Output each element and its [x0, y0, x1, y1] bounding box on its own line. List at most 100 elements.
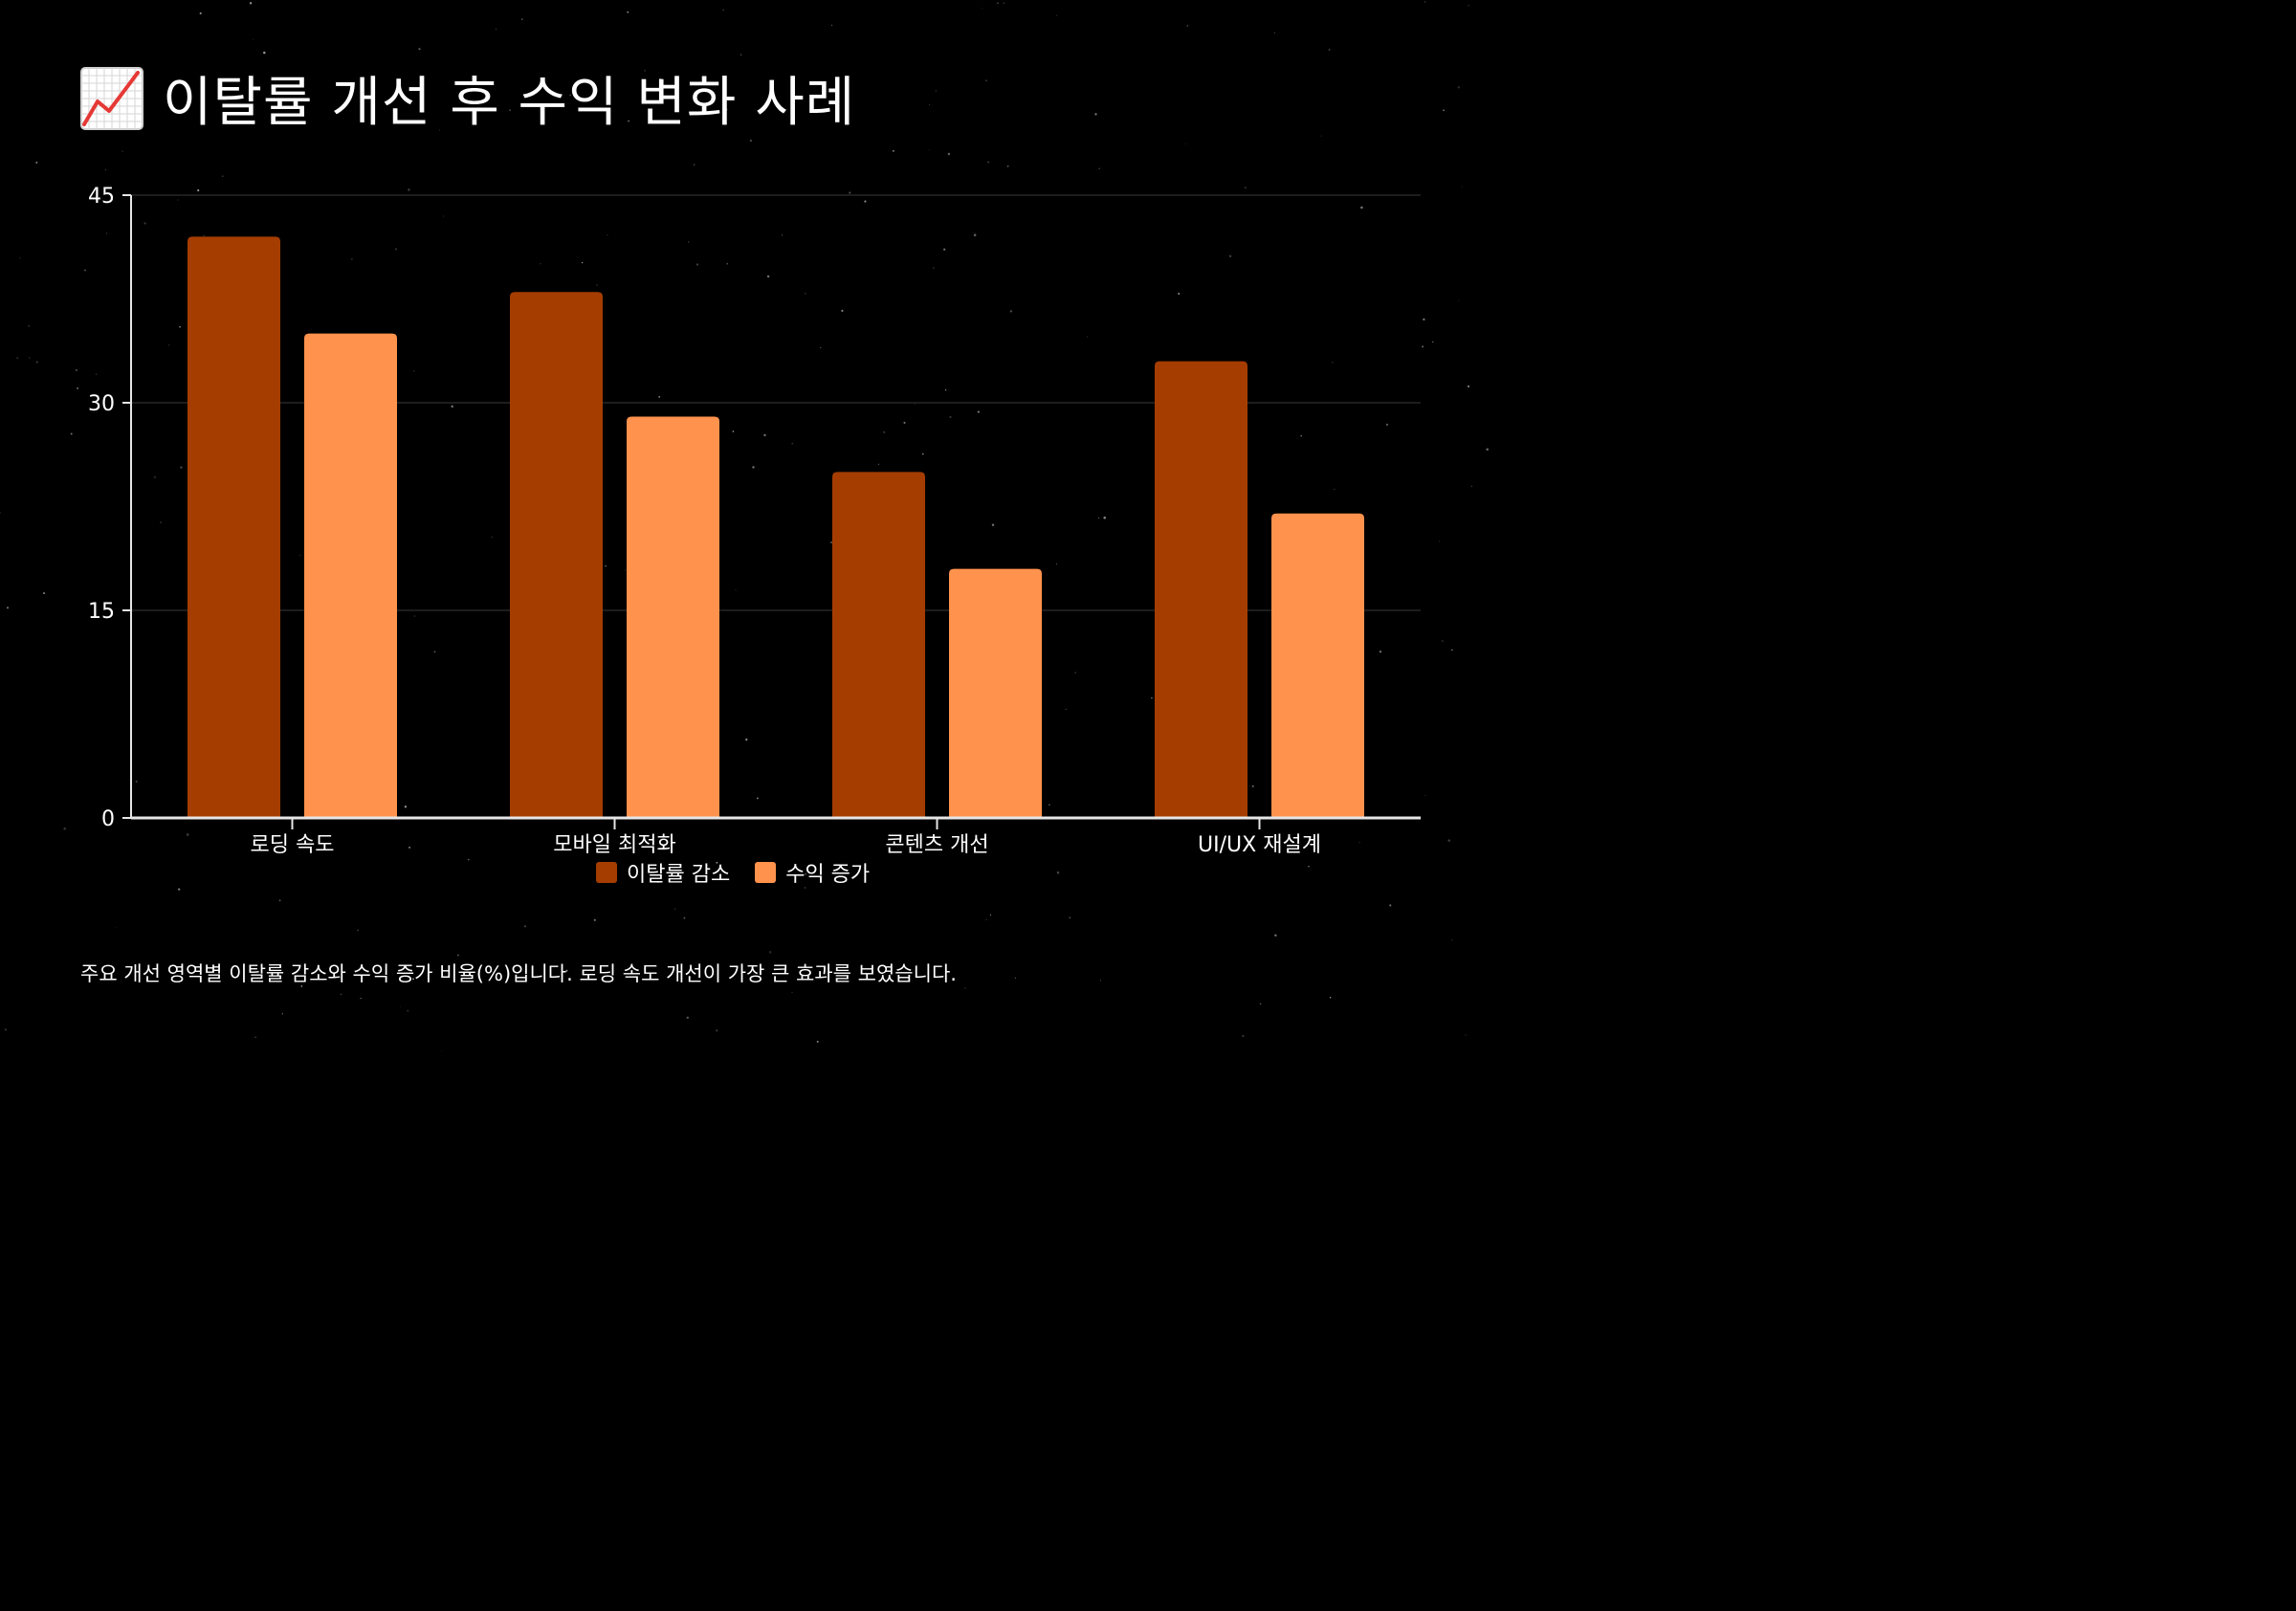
star-speck	[1360, 206, 1363, 210]
star-speck	[418, 48, 421, 51]
bar-series-1-2	[510, 292, 603, 818]
star-speck	[178, 888, 181, 891]
star-speck	[404, 806, 408, 808]
star-speck	[628, 120, 630, 122]
star-speck	[686, 1016, 689, 1020]
star-speck	[300, 984, 303, 987]
star-speck	[438, 129, 440, 131]
star-speck	[249, 2, 253, 5]
star-speck	[627, 11, 629, 13]
star-speck	[180, 466, 183, 469]
x-tick-label: UI/UX 재설계	[1198, 833, 1321, 857]
star-speck	[19, 257, 21, 259]
star-speck	[399, 1005, 401, 1007]
legend-label-series-1: 이탈률 감소	[627, 863, 731, 887]
star-speck	[360, 997, 362, 1000]
star-speck	[643, 968, 645, 970]
star-speck	[864, 200, 867, 203]
star-speck	[732, 430, 735, 432]
star-speck	[716, 861, 718, 864]
star-speck	[1424, 1, 1426, 3]
legend-swatch-series-2	[755, 862, 777, 883]
star-speck	[441, 1049, 443, 1051]
y-tick-label: 0	[101, 807, 115, 831]
star-speck	[892, 149, 894, 152]
star-speck	[688, 976, 691, 979]
star-speck	[168, 344, 170, 346]
star-speck	[878, 463, 879, 465]
star-speck	[921, 452, 924, 455]
star-speck	[985, 79, 987, 82]
star-speck	[1242, 1034, 1245, 1037]
star-speck	[408, 188, 410, 191]
star-speck	[491, 536, 493, 538]
star-speck	[1069, 916, 1071, 919]
star-speck	[569, 94, 571, 97]
star-speck	[820, 346, 822, 348]
star-speck	[1431, 341, 1434, 343]
star-speck	[605, 564, 607, 567]
star-speck	[1423, 318, 1425, 321]
star-speck	[1308, 866, 1310, 868]
star-speck	[1458, 299, 1460, 301]
star-speck	[929, 103, 930, 105]
star-speck	[456, 954, 459, 957]
star-speck	[222, 175, 224, 177]
chart-caption: 주요 개선 영역별 이탈률 감소와 수익 증가 비율(%)입니다. 로딩 속도 …	[80, 962, 957, 985]
star-speck	[915, 404, 916, 406]
star-speck	[849, 191, 851, 194]
star-speck	[745, 738, 748, 741]
bar-series-2-4	[1271, 513, 1364, 818]
y-tick-label: 45	[88, 185, 115, 209]
star-speck	[1074, 672, 1076, 673]
chart-legend: 이탈률 감소 수익 증가	[596, 857, 870, 888]
star-speck	[4, 1028, 7, 1031]
bar-series-1-3	[832, 472, 925, 818]
star-speck	[197, 188, 200, 192]
star-speck	[1251, 784, 1254, 787]
star-speck	[1320, 135, 1322, 137]
star-speck	[841, 309, 844, 313]
star-speck	[725, 108, 728, 111]
star-speck	[1103, 516, 1106, 519]
star-speck	[997, 2, 999, 5]
star-speck	[964, 987, 966, 989]
star-speck	[593, 918, 596, 921]
star-speck	[657, 881, 659, 884]
star-speck	[1468, 5, 1469, 7]
star-speck	[768, 951, 772, 954]
star-speck	[1259, 1003, 1262, 1005]
star-speck	[413, 615, 415, 617]
star-speck	[1245, 187, 1247, 188]
star-speck	[105, 169, 107, 171]
star-speck	[1486, 448, 1489, 452]
star-speck	[985, 918, 987, 921]
star-speck	[1056, 14, 1058, 16]
star-speck	[413, 370, 415, 372]
x-tick-label: 로딩 속도	[251, 833, 335, 857]
y-tick-label: 30	[88, 392, 115, 416]
star-speck	[84, 269, 86, 272]
star-speck	[716, 1029, 718, 1032]
star-speck	[254, 1036, 257, 1038]
star-speck	[1228, 254, 1232, 257]
star-speck	[106, 232, 108, 234]
star-speck	[63, 827, 66, 830]
star-speck	[805, 293, 806, 295]
star-speck	[756, 797, 759, 800]
star-speck	[933, 267, 935, 269]
star-speck	[203, 234, 206, 237]
legend-swatch-series-1	[596, 862, 617, 883]
star-speck	[1178, 293, 1181, 295]
star-speck	[977, 410, 980, 413]
bar-series-1-1	[188, 236, 280, 818]
star-speck	[351, 258, 353, 260]
star-speck	[254, 836, 256, 839]
star-speck	[658, 396, 661, 398]
y-tick-label: 15	[88, 600, 115, 624]
star-speck	[673, 908, 676, 911]
star-speck	[29, 357, 31, 359]
star-speck	[766, 275, 770, 278]
star-speck	[199, 11, 202, 15]
bar-series-2-2	[627, 416, 719, 818]
